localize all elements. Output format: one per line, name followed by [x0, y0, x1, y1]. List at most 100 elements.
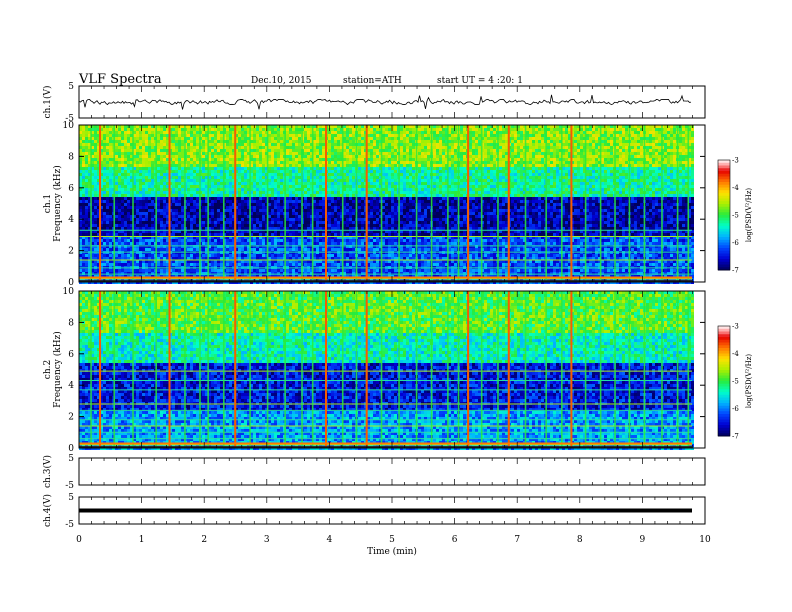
ch1-spectrogram-event — [380, 125, 383, 282]
ch2-spectrogram-event — [155, 291, 157, 448]
ch2-spectrogram-event — [415, 291, 418, 448]
ch2-spectrogram-event — [222, 291, 225, 448]
ch1-spectrogram-freq-label: Frequency (kHz) — [52, 165, 63, 242]
ch4-waveform-label: ch.4(V) — [42, 494, 53, 527]
ch2-spectrogram-colorbar-tick: -7 — [732, 433, 739, 441]
ch1-spectrogram-event — [584, 125, 587, 282]
ch1-spectrogram-event — [207, 125, 209, 282]
ch1-spectrogram-strong-event — [365, 125, 368, 282]
ch1-spectrogram-strong-event — [507, 125, 510, 282]
ch1-spectrogram-event — [457, 125, 460, 282]
ch1-spectrogram-event — [430, 125, 433, 282]
ch2-spectrogram-ytick-label: 10 — [63, 287, 75, 297]
ch4-waveform-ytick-label: 5 — [68, 493, 74, 503]
ch2-spectrogram-event — [266, 291, 269, 448]
ch1-spectrogram-ytick-label: 10 — [63, 121, 75, 131]
ch1-waveform-ytick-label: -5 — [65, 114, 74, 124]
ch4-waveform-ytick-label: -5 — [65, 520, 74, 530]
ch2-spectrogram-strong-event — [467, 291, 470, 448]
ch1-spectrogram-event — [222, 125, 225, 282]
ch2-spectrogram-colorbar — [718, 326, 730, 437]
ch2-spectrogram-ytick-label: 2 — [68, 413, 74, 423]
ch2-spectrogram-event — [524, 291, 527, 448]
ch1-spectrogram-lf-band — [79, 276, 692, 279]
ch2-spectrogram-ytick-label: 4 — [68, 381, 74, 391]
ch1-spectrogram-colorbar-tick: -6 — [732, 239, 739, 247]
ch2-spectrogram-label: ch.2 — [43, 360, 53, 379]
ch2-spectrogram-event — [457, 291, 460, 448]
ch1-spectrogram-event — [90, 125, 92, 282]
ch1-spectrogram-ytick-label: 6 — [68, 184, 74, 194]
ch2-spectrogram-strong-event — [365, 291, 368, 448]
ch1-spectrogram-event — [628, 125, 631, 282]
ch2-spectrogram-event — [249, 291, 251, 448]
ch2-spectrogram-event — [380, 291, 383, 448]
ch1-spectrogram-colorbar — [718, 160, 730, 271]
x-tick-label: 3 — [264, 535, 270, 545]
ch1-spectrogram-event — [113, 125, 116, 282]
ch2-spectrogram-ytick-label: 0 — [68, 444, 74, 454]
ch2-spectrogram-freq-label: Frequency (kHz) — [52, 331, 63, 408]
ch2-spectrogram-event — [430, 291, 433, 448]
ch3-waveform-ytick-label: -5 — [65, 481, 74, 491]
ch1-spectrogram-colorbar-tick: -7 — [732, 267, 739, 275]
ch1-spectrogram-label: ch.1 — [43, 194, 53, 213]
ch2-spectrogram-strong-event — [325, 291, 328, 448]
x-tick-label: 4 — [327, 535, 333, 545]
x-tick-label: 10 — [699, 535, 711, 545]
ch2-spectrogram-event — [113, 291, 116, 448]
x-tick-label: 5 — [389, 535, 395, 545]
ch2-spectrogram-event — [584, 291, 587, 448]
x-tick-label: 9 — [640, 535, 646, 545]
ch1-spectrogram-event — [561, 125, 563, 282]
ch1-spectrogram-strong-event — [234, 125, 237, 282]
ch1-spectrogram-event — [132, 125, 134, 282]
ch1-spectrogram-event — [249, 125, 251, 282]
ch1-spectrogram-event — [524, 125, 527, 282]
ch1-spectrogram-strong-event — [467, 125, 470, 282]
ch1-spectrogram-event — [155, 125, 157, 282]
date-label: Dec.10, 2015 — [251, 76, 312, 86]
ch1-spectrogram-colorbar-tick: -3 — [732, 157, 739, 165]
ch2-spectrogram-colorbar-tick: -5 — [732, 378, 739, 386]
ch1-spectrogram-event — [545, 125, 547, 282]
x-tick-label: 8 — [577, 535, 583, 545]
ch1-spectrogram-ytick-label: 4 — [68, 215, 74, 225]
ch2-spectrogram-event — [480, 291, 483, 448]
ch1-spectrogram-event — [355, 125, 358, 282]
ch2-spectrogram-event — [301, 291, 303, 448]
ch2-spectrogram-event — [676, 291, 679, 448]
ch1-spectrogram-event — [199, 125, 201, 282]
ch1-waveform-trace — [78, 94, 692, 110]
ch1-spectrogram-event — [284, 125, 286, 282]
ch1-spectrogram-ytick-label: 2 — [68, 247, 74, 257]
x-axis-label: Time (min) — [367, 546, 417, 557]
ch2-spectrogram-strong-event — [168, 291, 171, 448]
ch2-spectrogram-colorbar-tick: -3 — [732, 323, 739, 331]
ch2-spectrogram-strong-event — [234, 291, 237, 448]
ch1-spectrogram-event — [687, 125, 690, 282]
ch2-spectrogram-colorbar-frame — [717, 325, 731, 437]
ch1-spectrogram-strong-event — [168, 125, 171, 282]
x-tick-label: 7 — [514, 535, 520, 545]
x-tick-label: 0 — [76, 535, 82, 545]
ch2-spectrogram-event — [355, 291, 358, 448]
ch2-spectrogram-event — [614, 291, 616, 448]
ch2-spectrogram-event — [341, 291, 344, 448]
x-tick-label: 1 — [139, 535, 145, 545]
ch2-spectrogram-event — [207, 291, 209, 448]
ch2-spectrogram-event — [132, 291, 134, 448]
ch1-spectrogram-dc-band — [79, 280, 692, 283]
ch2-spectrogram-event — [90, 291, 92, 448]
station-label: station=ATH — [343, 76, 402, 86]
ch2-spectrogram-lf-band — [79, 442, 692, 445]
ch1-spectrogram-event — [398, 125, 400, 282]
ch1-spectrogram-event — [415, 125, 418, 282]
ch1-spectrogram-colorbar-tick: -4 — [732, 184, 739, 192]
chart-title: VLF Spectra — [79, 72, 162, 87]
ch1-spectrogram-colorbar-tick: -5 — [732, 212, 739, 220]
ch2-spectrogram-ytick-label: 8 — [68, 318, 74, 328]
ch1-spectrogram-event — [341, 125, 344, 282]
ch1-spectrogram-event — [266, 125, 269, 282]
